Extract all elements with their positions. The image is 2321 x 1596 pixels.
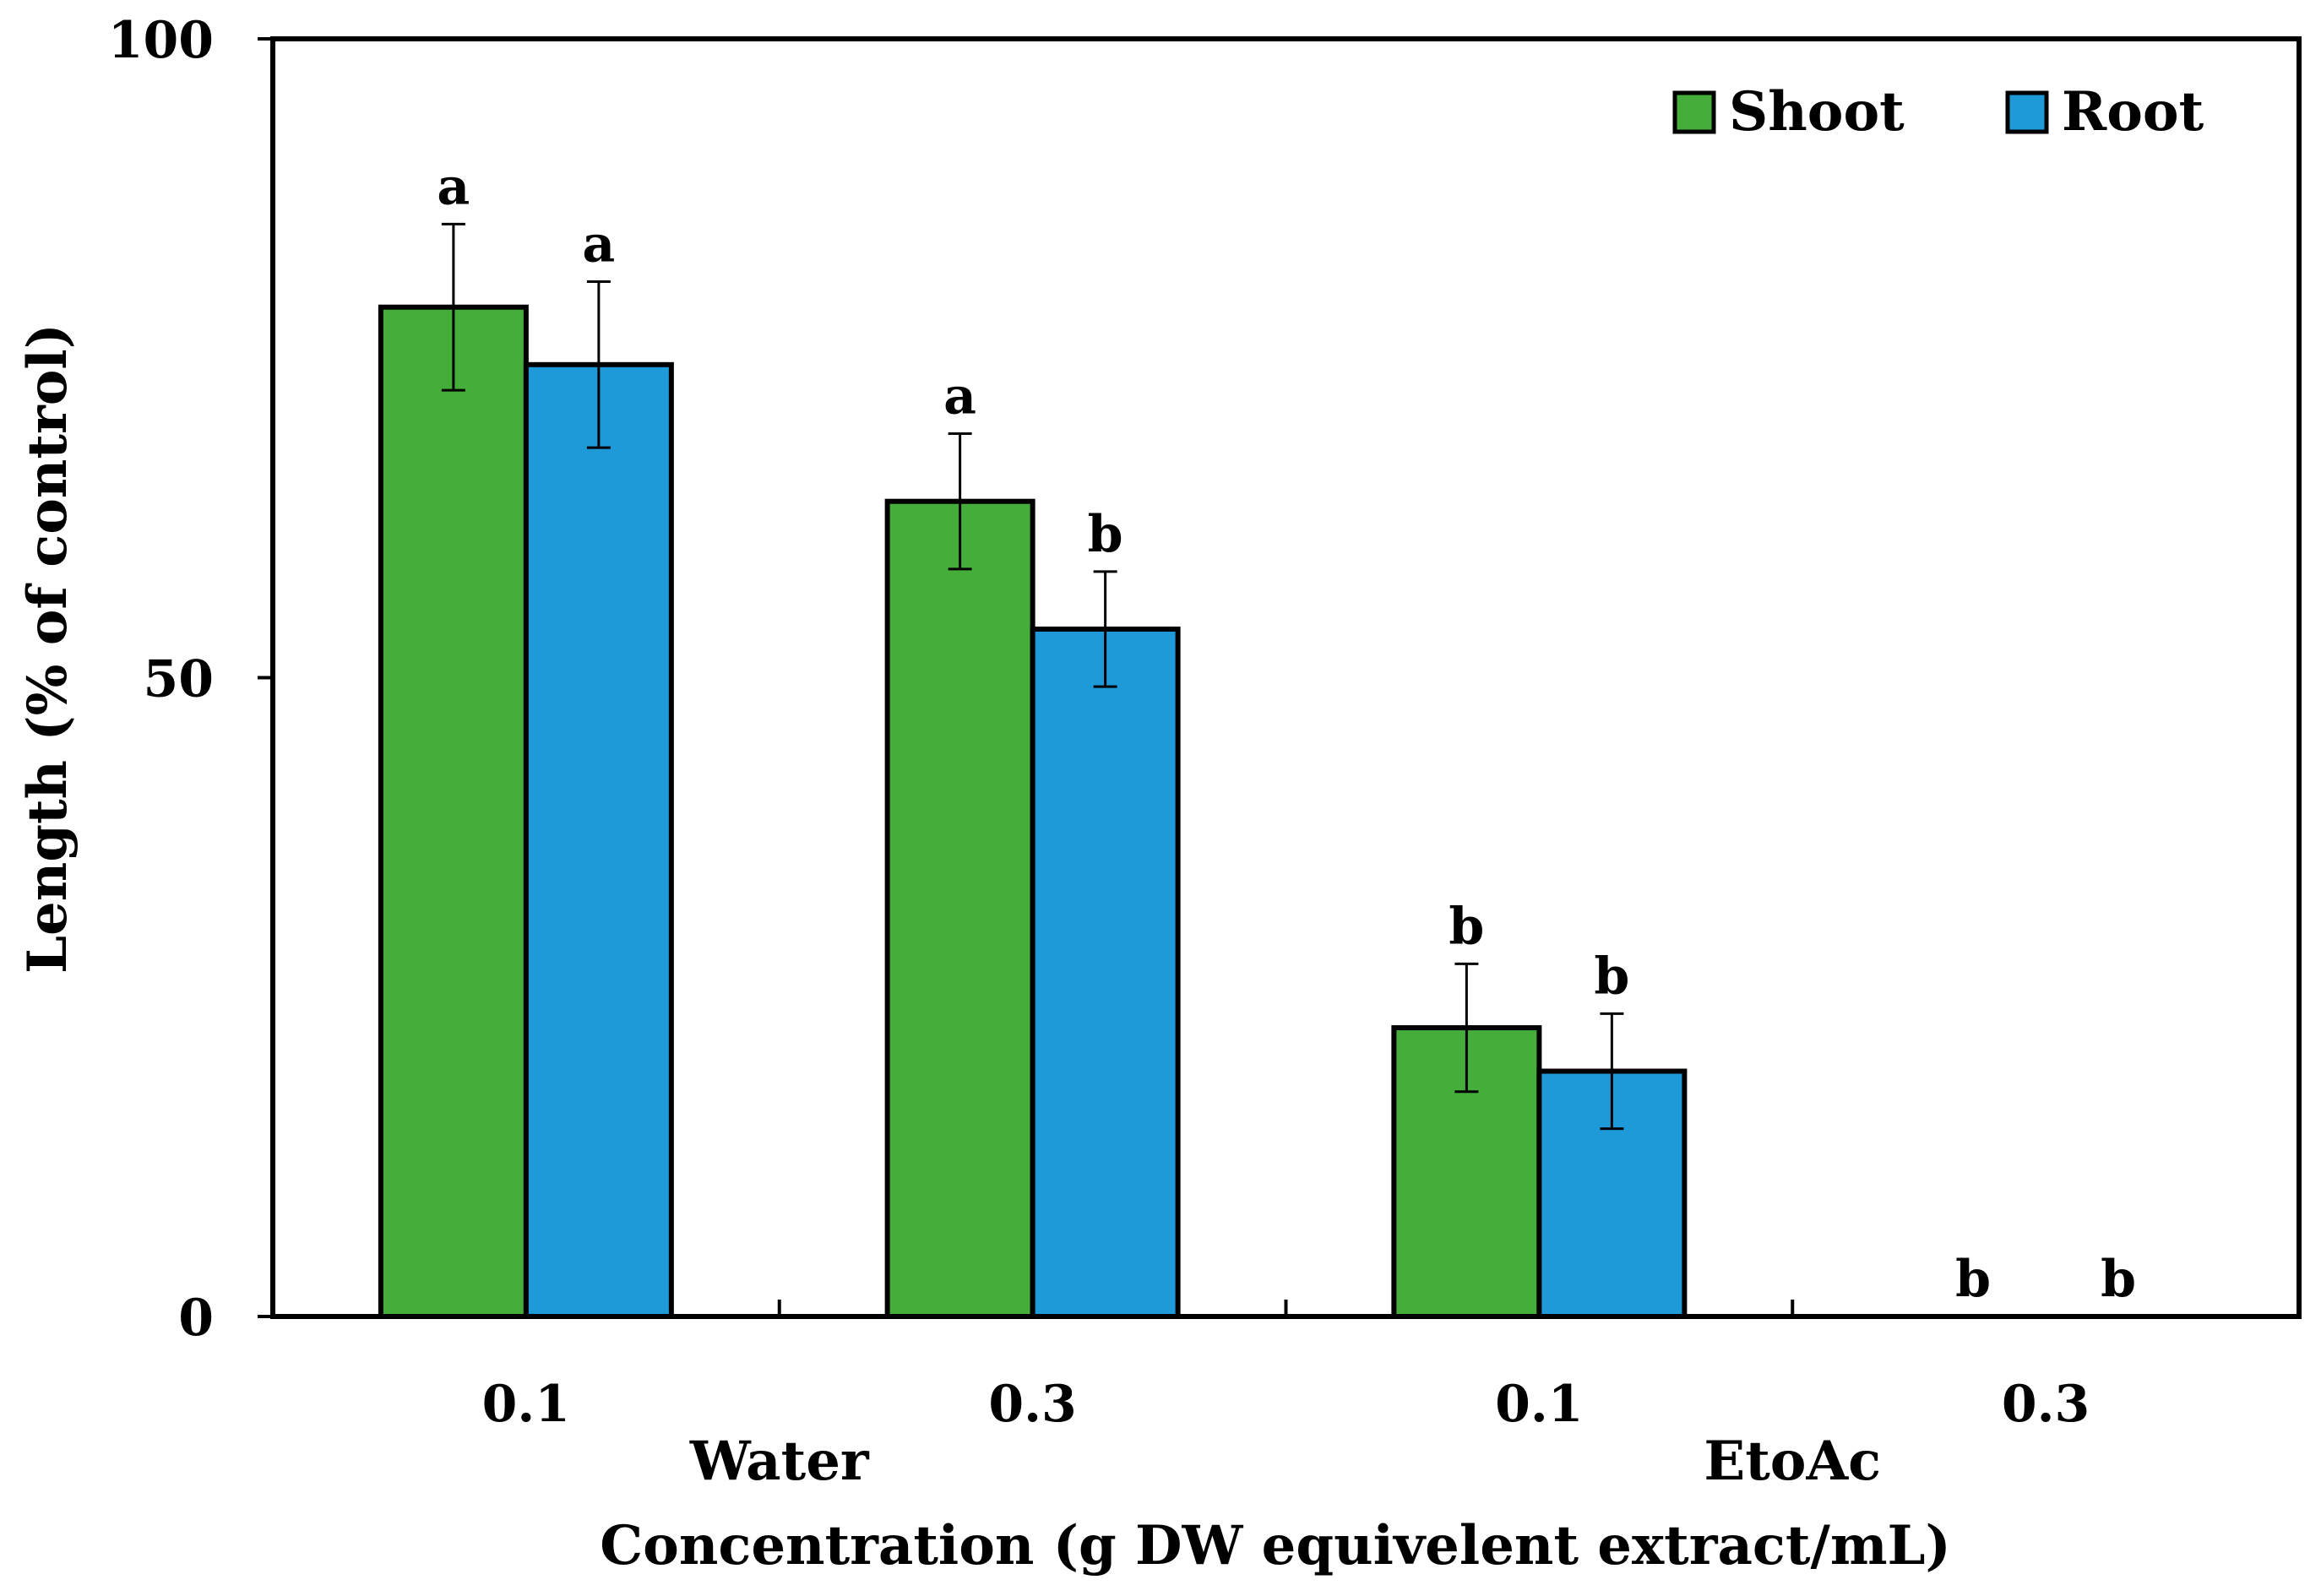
y-tick-label: 0: [178, 1289, 214, 1348]
legend: Shoot Root: [1672, 80, 2204, 144]
x-tick-label: 0.3: [2002, 1375, 2090, 1434]
root-significance-letter: b: [1088, 505, 1123, 564]
root-legend-label: Root: [2062, 80, 2204, 144]
root-bar: [1030, 627, 1181, 1319]
shoot-bar: [378, 304, 529, 1320]
group-label: EtoAc: [1704, 1430, 1881, 1493]
shoot-significance-letter: b: [1449, 897, 1484, 956]
x-tick-label: 0.3: [988, 1375, 1076, 1434]
y-tick-label: 100: [108, 11, 214, 70]
y-axis-label: Length (% of control): [16, 323, 79, 974]
shoot-bar: [884, 498, 1035, 1319]
root-bar: [523, 361, 674, 1320]
ticks-layer: 0 50 100 0.1 0.3 0.1 0.3 Water EtoAc: [108, 11, 2090, 1493]
root-significance-letter: a: [582, 214, 615, 274]
root-legend-swatch: [2005, 90, 2049, 134]
bars-layer: [378, 304, 1688, 1320]
shoot-significance-letter: a: [437, 157, 470, 216]
root-significance-letter: b: [1594, 947, 1629, 1006]
x-tick-label: 0.1: [1495, 1375, 1583, 1434]
error-bars-layer: [441, 222, 1624, 1131]
group-label: Water: [689, 1430, 870, 1493]
shoot-legend-swatch: [1672, 90, 1716, 134]
significance-letters-layer: a a b b a b b b: [437, 157, 2136, 1309]
shoot-legend-label: Shoot: [1729, 80, 1905, 144]
y-tick-label: 50: [144, 650, 215, 709]
shoot-significance-letter: a: [943, 367, 976, 426]
x-axis-label: Concentration (g DW equivelent extract/m…: [600, 1514, 1951, 1577]
x-tick-label: 0.1: [482, 1375, 570, 1434]
shoot-significance-letter: b: [1955, 1250, 1991, 1309]
root-significance-letter: b: [2101, 1250, 2136, 1309]
